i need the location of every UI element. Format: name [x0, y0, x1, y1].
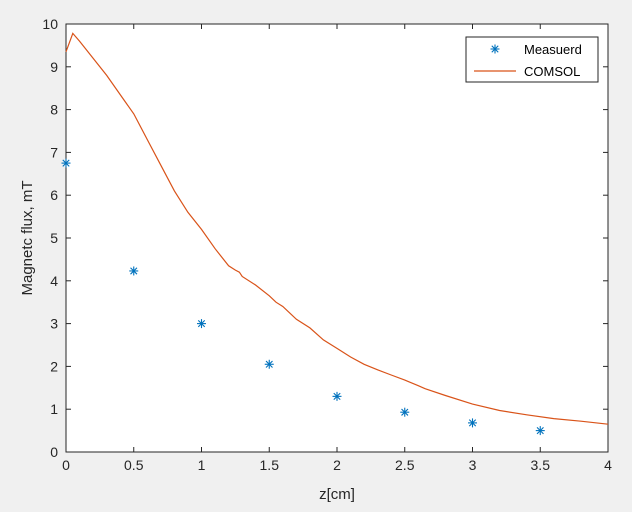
plot-area [65, 23, 609, 453]
measured-point [332, 391, 342, 401]
measured-point [197, 319, 206, 329]
measured-point [468, 418, 477, 428]
x-axis-ticks: 0 0.5 1 1.5 2 2.5 3 3.5 4 [62, 24, 612, 473]
x-tick-label: 3.5 [531, 457, 551, 473]
x-tick-label: 1.5 [260, 457, 280, 473]
measured-point [61, 158, 71, 168]
measured-point [264, 359, 274, 369]
x-tick-label: 2.5 [395, 457, 415, 473]
y-axis-ticks: 0 1 2 3 4 5 6 7 8 9 10 [42, 16, 608, 460]
x-tick-label: 2 [333, 457, 341, 473]
comsol-series [65, 32, 609, 425]
y-tick-label: 7 [50, 144, 58, 160]
measured-point [535, 426, 545, 436]
x-tick-label: 0 [62, 457, 70, 473]
legend-measured-marker [490, 44, 500, 54]
legend-box [465, 36, 599, 83]
legend-comsol-label: COMSOL [524, 64, 580, 79]
measured-point [129, 266, 139, 276]
comsol-line [65, 32, 609, 425]
y-tick-label: 10 [42, 16, 58, 32]
y-axis-label: Magnetc flux, mT [19, 180, 36, 295]
y-tick-label: 3 [50, 316, 58, 332]
measured-point [400, 407, 410, 417]
x-tick-label: 1 [198, 457, 206, 473]
y-tick-label: 0 [50, 444, 58, 460]
y-tick-label: 4 [50, 273, 58, 289]
x-tick-label: 0.5 [124, 457, 144, 473]
legend: Measuerd COMSOL [465, 36, 599, 83]
measured-series [61, 158, 545, 436]
x-tick-label: 3 [469, 457, 477, 473]
x-tick-label: 4 [604, 457, 612, 473]
y-tick-label: 6 [50, 187, 58, 203]
y-tick-label: 5 [50, 230, 58, 246]
x-axis-label: z[cm] [319, 486, 355, 503]
y-tick-label: 2 [50, 358, 58, 374]
legend-asterisk [490, 44, 500, 54]
y-tick-label: 1 [50, 401, 58, 417]
y-tick-label: 8 [50, 102, 58, 118]
y-tick-label: 9 [50, 59, 58, 75]
legend-measured-label: Measuerd [524, 42, 582, 57]
